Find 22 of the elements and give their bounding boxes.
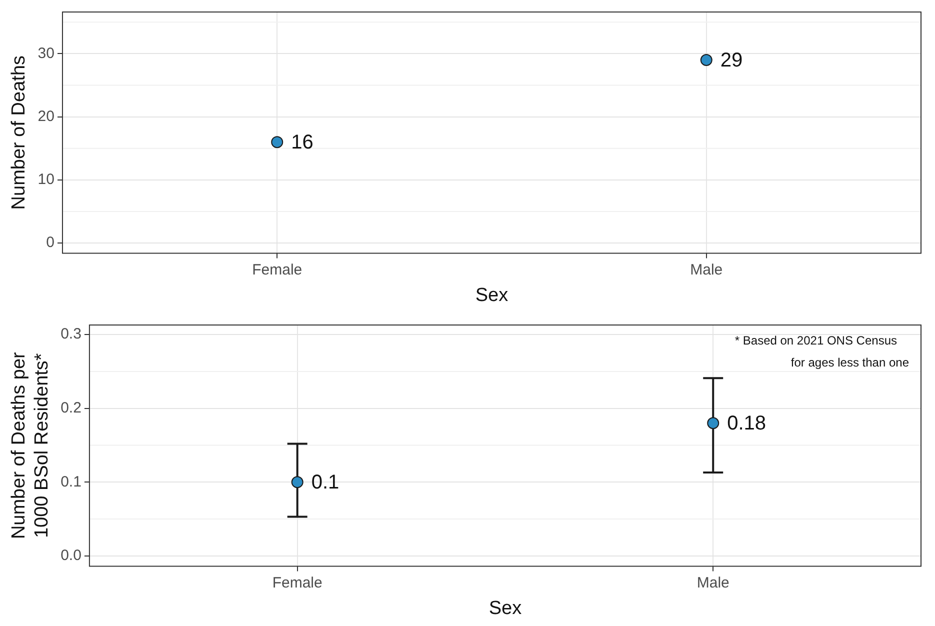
y-tick-label: 0.2: [60, 399, 82, 416]
y-tick-label: 30: [38, 44, 54, 62]
y-tick-label: 10: [38, 171, 54, 188]
annotation: * Based on 2021 ONS Census: [734, 333, 897, 348]
data-label: 0.1: [311, 472, 340, 494]
data-label: 16: [291, 132, 314, 154]
x-tick-label: Male: [696, 574, 730, 592]
x-tick-label: Female: [272, 574, 322, 592]
annotation: for ages less than one: [790, 355, 910, 370]
x-axis-title: Sex: [488, 598, 522, 619]
y-tick-label: 0: [46, 234, 54, 252]
data-label: 29: [720, 50, 743, 72]
x-tick-label: Female: [252, 261, 302, 278]
y-tick-label: 0.1: [60, 473, 82, 490]
y-tick-label: 0.0: [60, 547, 82, 564]
y-axis-title: Number of Deaths per 1000 BSol Residents*: [8, 351, 52, 540]
x-axis-title: Sex: [475, 284, 509, 306]
x-tick-label: Male: [690, 261, 723, 278]
y-tick-label: 0.3: [60, 326, 82, 343]
y-axis-title: Number of Deaths: [8, 56, 30, 210]
data-label: 0.18: [727, 412, 766, 435]
y-tick-label: 20: [38, 108, 54, 125]
